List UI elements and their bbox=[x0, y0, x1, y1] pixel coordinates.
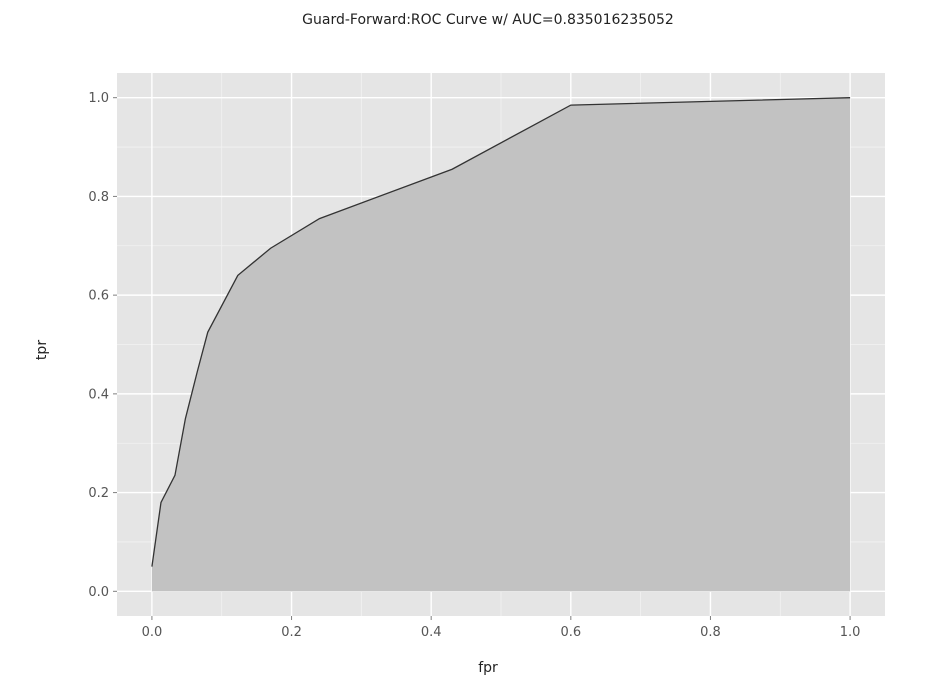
y-tick-label: 0.0 bbox=[88, 585, 109, 600]
x-tick-label: 0.2 bbox=[281, 625, 302, 640]
roc-area-layer bbox=[151, 97, 851, 592]
y-tick-label: 1.0 bbox=[88, 91, 109, 106]
x-tick-label: 0.4 bbox=[421, 625, 442, 640]
y-tick-label: 0.6 bbox=[88, 289, 109, 304]
x-tick-label: 1.0 bbox=[840, 625, 861, 640]
chart-title: Guard-Forward:ROC Curve w/ AUC=0.8350162… bbox=[302, 12, 674, 28]
roc-curve-line bbox=[151, 97, 851, 567]
y-tick-label: 0.8 bbox=[88, 190, 109, 205]
y-tick-label: 0.2 bbox=[88, 486, 109, 501]
y-axis-ticks: 0.0 0.2 0.4 0.6 0.8 1.0 bbox=[88, 91, 117, 600]
x-tick-label: 0.6 bbox=[560, 625, 581, 640]
y-axis-label: tpr bbox=[34, 340, 50, 360]
roc-area bbox=[151, 97, 851, 592]
x-axis-ticks: 0.0 0.2 0.4 0.6 0.8 1.0 bbox=[142, 616, 861, 640]
roc-line-layer bbox=[151, 97, 851, 567]
y-tick-label: 0.4 bbox=[88, 387, 109, 402]
x-tick-label: 0.0 bbox=[142, 625, 163, 640]
x-axis-label: fpr bbox=[478, 660, 498, 676]
x-tick-label: 0.8 bbox=[700, 625, 721, 640]
